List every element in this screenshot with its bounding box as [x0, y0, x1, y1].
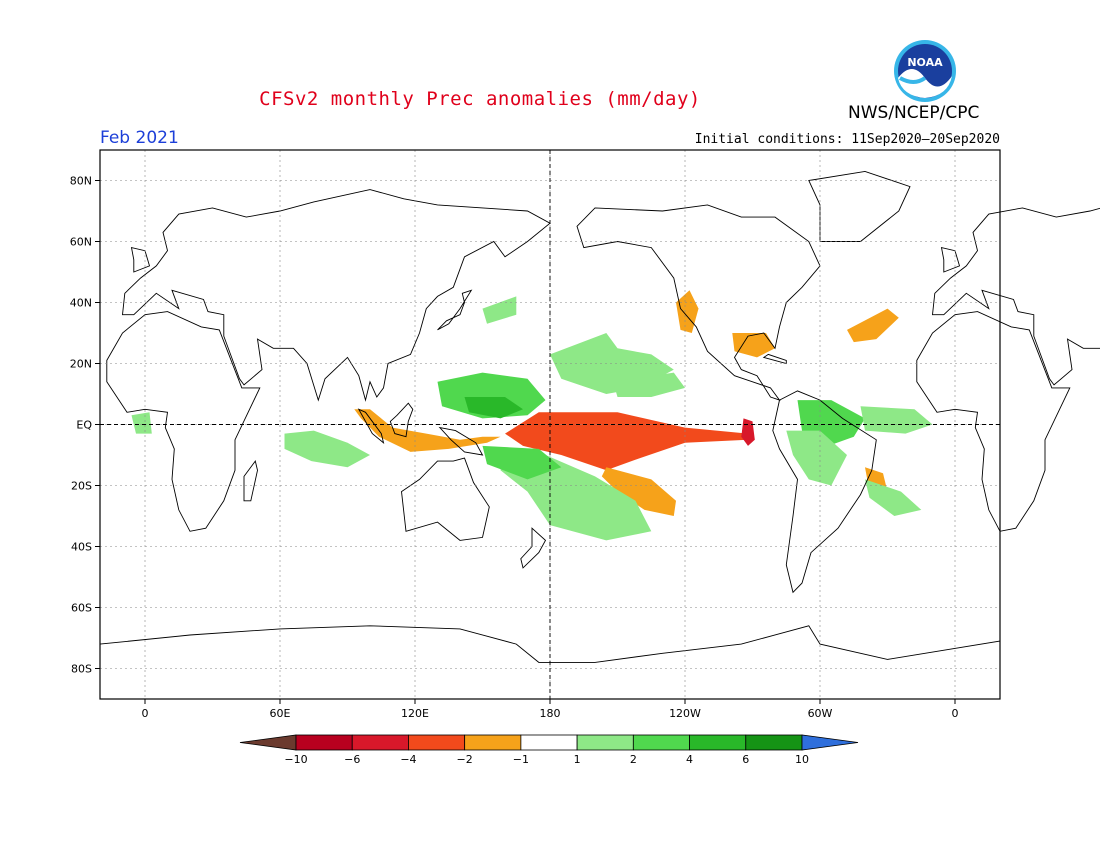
forecast-period: Feb 2021 — [100, 128, 179, 148]
coastline-cuba — [762, 353, 787, 365]
organization-label: NWS/NCEP/CPC — [848, 103, 980, 123]
colorbar-swatch — [745, 734, 803, 751]
coastline-north-america — [576, 204, 821, 401]
colorbar: −10 −6 −4 −2 −1 1 2 4 6 10 — [239, 734, 859, 766]
coastline-africa — [106, 311, 261, 532]
anomaly-region-peru-coast-dry — [741, 418, 755, 446]
lon-label: 0 — [952, 707, 959, 720]
coastline-new-guinea — [438, 426, 484, 456]
colorbar-swatch — [408, 734, 466, 751]
lat-label: 20S — [71, 480, 92, 493]
anomaly-region-equatorial-atlantic-wet — [860, 406, 933, 434]
anomaly-region-western-africa-wet — [131, 412, 152, 434]
coastline-eurasia — [121, 189, 551, 402]
coastline-greenland — [808, 170, 911, 242]
colorbar-label: 2 — [630, 753, 637, 766]
anomaly-region-nw-pacific-wet — [482, 296, 517, 324]
colorbar-label: 1 — [574, 753, 581, 766]
lon-label: 60E — [270, 707, 291, 720]
lat-label: 20N — [70, 358, 92, 371]
lat-label: EQ — [76, 419, 92, 432]
colorbar-arrow-high — [801, 734, 859, 751]
colorbar-label: −1 — [513, 753, 529, 766]
colorbar-swatch — [464, 734, 522, 751]
initial-conditions: Initial conditions: 11Sep2020–20Sep2020 — [694, 132, 1000, 147]
colorbar-swatch — [576, 734, 634, 751]
anomaly-region-atlantic-dry — [847, 308, 899, 343]
colorbar-label: −10 — [284, 753, 307, 766]
colorbar-swatch — [295, 734, 353, 751]
coastline-africa-wrap — [916, 311, 1071, 532]
anomaly-region-east-pacific-wet — [613, 372, 685, 397]
anomaly-region-west-pacific-wet-core — [464, 397, 523, 419]
map-frame — [99, 149, 1001, 700]
colorbar-swatch — [689, 734, 747, 751]
coastline-australia — [401, 457, 490, 541]
anomaly-region-maritime-continent-dry-2 — [354, 409, 501, 452]
coastline-eurasia-wrap — [931, 207, 1100, 386]
coastline-sumatra — [357, 408, 385, 444]
map-title: CFSv2 monthly Prec anomalies (mm/day) — [259, 88, 701, 110]
lon-label: 180 — [540, 707, 561, 720]
anomaly-region-central-pacific-dry — [505, 412, 748, 471]
coastline-uk — [130, 247, 151, 273]
colorbar-label: −6 — [344, 753, 360, 766]
lon-label: 0 — [142, 707, 149, 720]
lat-label: 80N — [70, 175, 92, 188]
colorbar-label: 10 — [795, 753, 809, 766]
axis-labels: 80N 60N 40N 20N EQ 20S 40S 60S 80S 0 60E 120E 180 120… — [70, 175, 959, 721]
anomaly-region-subtropical-atlantic-wet — [865, 479, 922, 516]
anomaly-region-south-pacific-dry — [601, 467, 676, 516]
noaa-logo: NOAA — [894, 40, 956, 102]
colorbar-swatch — [351, 734, 409, 751]
anomaly-region-gulf-dry — [732, 333, 775, 358]
lon-label: 60W — [808, 707, 833, 720]
coastline-borneo — [389, 402, 414, 438]
coastline-uk-wrap — [940, 247, 961, 273]
anomaly-shading — [131, 290, 933, 541]
lat-label: 40N — [70, 297, 92, 310]
colorbar-arrow-low — [239, 734, 297, 751]
coastlines — [99, 170, 1100, 700]
coastline-new-zealand — [520, 527, 547, 569]
colorbar-swatch — [632, 734, 690, 751]
colorbar-label: 4 — [686, 753, 693, 766]
lon-label: 120E — [401, 707, 429, 720]
anomaly-region-western-us-dry — [676, 290, 699, 333]
logo-text: NOAA — [907, 56, 943, 69]
lat-label: 60S — [71, 602, 92, 615]
colorbar-label: 6 — [742, 753, 749, 766]
colorbar-label: −4 — [400, 753, 416, 766]
anomaly-region-indian-ocean-wet — [284, 430, 370, 468]
graticule — [100, 150, 1000, 699]
colorbar-label: −2 — [457, 753, 473, 766]
lat-label: 60N — [70, 236, 92, 249]
coastline-madagascar — [243, 460, 258, 502]
coastline-south-america — [772, 390, 877, 594]
anomaly-region-brazil-wet — [786, 430, 847, 486]
lat-label: 40S — [71, 541, 92, 554]
lon-label: 120W — [669, 707, 701, 720]
colorbar-swatch — [520, 734, 578, 751]
lat-label: 80S — [71, 663, 92, 676]
coastline-japan — [437, 289, 473, 331]
anomaly-region-south-pacific-wet-core — [482, 445, 562, 480]
